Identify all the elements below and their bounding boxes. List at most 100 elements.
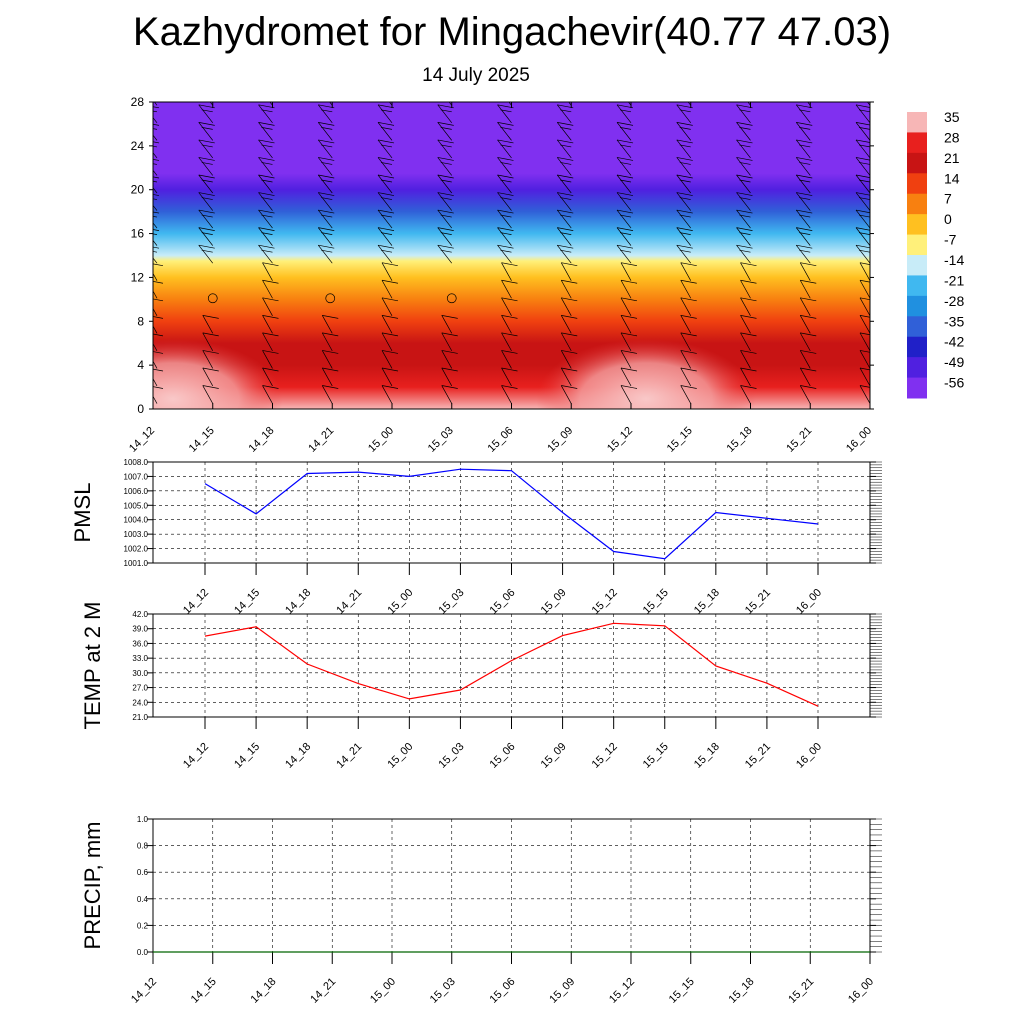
wind-barb-flag (381, 92, 392, 94)
wind-barb (202, 350, 214, 369)
wind-barb-flag (619, 127, 632, 130)
pmsl-ytick-label: 1003.0 (124, 530, 149, 539)
wind-barb-flag (501, 367, 518, 372)
wind-barb (437, 209, 453, 229)
wind-barb (556, 209, 572, 229)
wind-barb-flag (500, 232, 512, 235)
wind-barb-flag (676, 174, 693, 179)
wind-barb-flag (437, 157, 454, 161)
wind-barb-flag (321, 214, 333, 218)
wind-barb-flag (437, 122, 454, 126)
wind-barb-flag (500, 179, 512, 183)
wind-barb-flag (680, 332, 697, 337)
wind-barb (501, 262, 512, 281)
wind-barb-flag (616, 122, 634, 126)
wind-barb (676, 157, 692, 176)
wind-barb-flag (796, 104, 813, 109)
wind-barb-flag (620, 262, 638, 267)
wind-barb-flag (676, 227, 693, 231)
wind-barb-flag (262, 385, 279, 389)
wind-barb-flag (858, 127, 870, 130)
wind-barb-flag (616, 192, 634, 196)
heatmap-xtick-label: 14_21 (306, 425, 336, 455)
wind-barb-flag (500, 249, 512, 253)
wind-barb-flag (318, 209, 335, 214)
wind-barb-flag (380, 127, 393, 130)
wind-barb-flag (153, 110, 158, 113)
wind-barb-flag (680, 279, 697, 284)
pmsl-xtick-label: 15_03 (436, 587, 466, 617)
wind-barb-flag (619, 249, 632, 253)
wind-barb-flag (619, 162, 632, 165)
pmsl-panel: 1001.0 1002.0 1003.0 1004.0 1005.0 1006.0 1007… (70, 458, 882, 617)
wind-barb-flag (679, 162, 691, 165)
wind-barb (153, 378, 158, 387)
wind-barb-flag (261, 214, 273, 218)
precip-xtick-label: 16_00 (846, 976, 876, 1006)
wind-barb (616, 174, 632, 194)
wind-barb-flag (258, 227, 275, 231)
wind-barb (620, 280, 632, 299)
temp2m-xtick-label: 15_09 (539, 741, 569, 771)
wind-barb (620, 297, 632, 316)
wind-barb-flag (561, 385, 578, 389)
wind-barb-flag (381, 385, 399, 389)
wind-barb-flag (153, 386, 164, 389)
wind-barb-flag (796, 87, 812, 90)
wind-barb-flag (262, 315, 279, 319)
wind-barb-flag (501, 385, 518, 389)
wind-barb-flag (859, 297, 870, 301)
wind-barb (855, 227, 870, 246)
wind-barb-flag (258, 139, 275, 144)
wind-barb-flag (498, 87, 514, 90)
wind-barb-flag (441, 385, 458, 389)
wind-barb (258, 157, 273, 176)
wind-barb-flag (501, 315, 518, 319)
wind-barb-flag (855, 139, 870, 143)
wind-barb-flag (561, 332, 578, 337)
wind-barb (676, 139, 692, 159)
wind-barb-flag (262, 262, 279, 267)
wind-barb-flag (740, 297, 757, 302)
temp2m-xtick-label: 14_18 (283, 741, 313, 771)
heatmap-xtick-label: 15_12 (605, 425, 635, 455)
wind-barb-flag (680, 262, 697, 267)
wind-barb (198, 139, 214, 159)
wind-barb (855, 139, 870, 159)
wind-barb-flag (258, 174, 275, 179)
wind-barb (799, 315, 811, 334)
wind-barb (377, 192, 393, 211)
wind-barb (560, 262, 572, 281)
wind-barb (740, 350, 751, 369)
wind-barb-flag (321, 232, 333, 235)
wind-barb-flag (859, 332, 870, 336)
wind-barb-flag (318, 227, 335, 231)
wind-barb (620, 385, 632, 404)
wind-barb (153, 325, 158, 334)
wind-barb-flag (198, 227, 215, 231)
colorbar-label: 28 (944, 129, 960, 145)
wind-barb (497, 192, 512, 211)
colorbar-segment (907, 316, 927, 338)
wind-barb-flag (679, 127, 691, 130)
wind-barb-flag (381, 297, 399, 302)
wind-barb (556, 157, 572, 176)
wind-barb (556, 174, 572, 194)
wind-barb-flag (858, 214, 870, 218)
colorbar-label: -56 (944, 375, 964, 391)
wind-barb-flag (557, 174, 574, 179)
wind-barb (859, 297, 870, 316)
wind-barb-flag (859, 350, 870, 353)
wind-barb (497, 227, 512, 246)
wind-barb-flag (619, 197, 632, 200)
wind-barb-flag (198, 174, 215, 179)
wind-barb-flag (680, 315, 697, 319)
pmsl-xtick-label: 15_21 (743, 587, 773, 617)
wind-barb-flag (153, 351, 164, 354)
wind-barb-flag (501, 297, 518, 302)
temp2m-ytick-label: 27.0 (132, 684, 148, 693)
wind-barb-flag (440, 144, 452, 148)
wind-barb (321, 332, 333, 352)
wind-barb-flag (740, 385, 757, 389)
wind-barb (795, 209, 811, 229)
